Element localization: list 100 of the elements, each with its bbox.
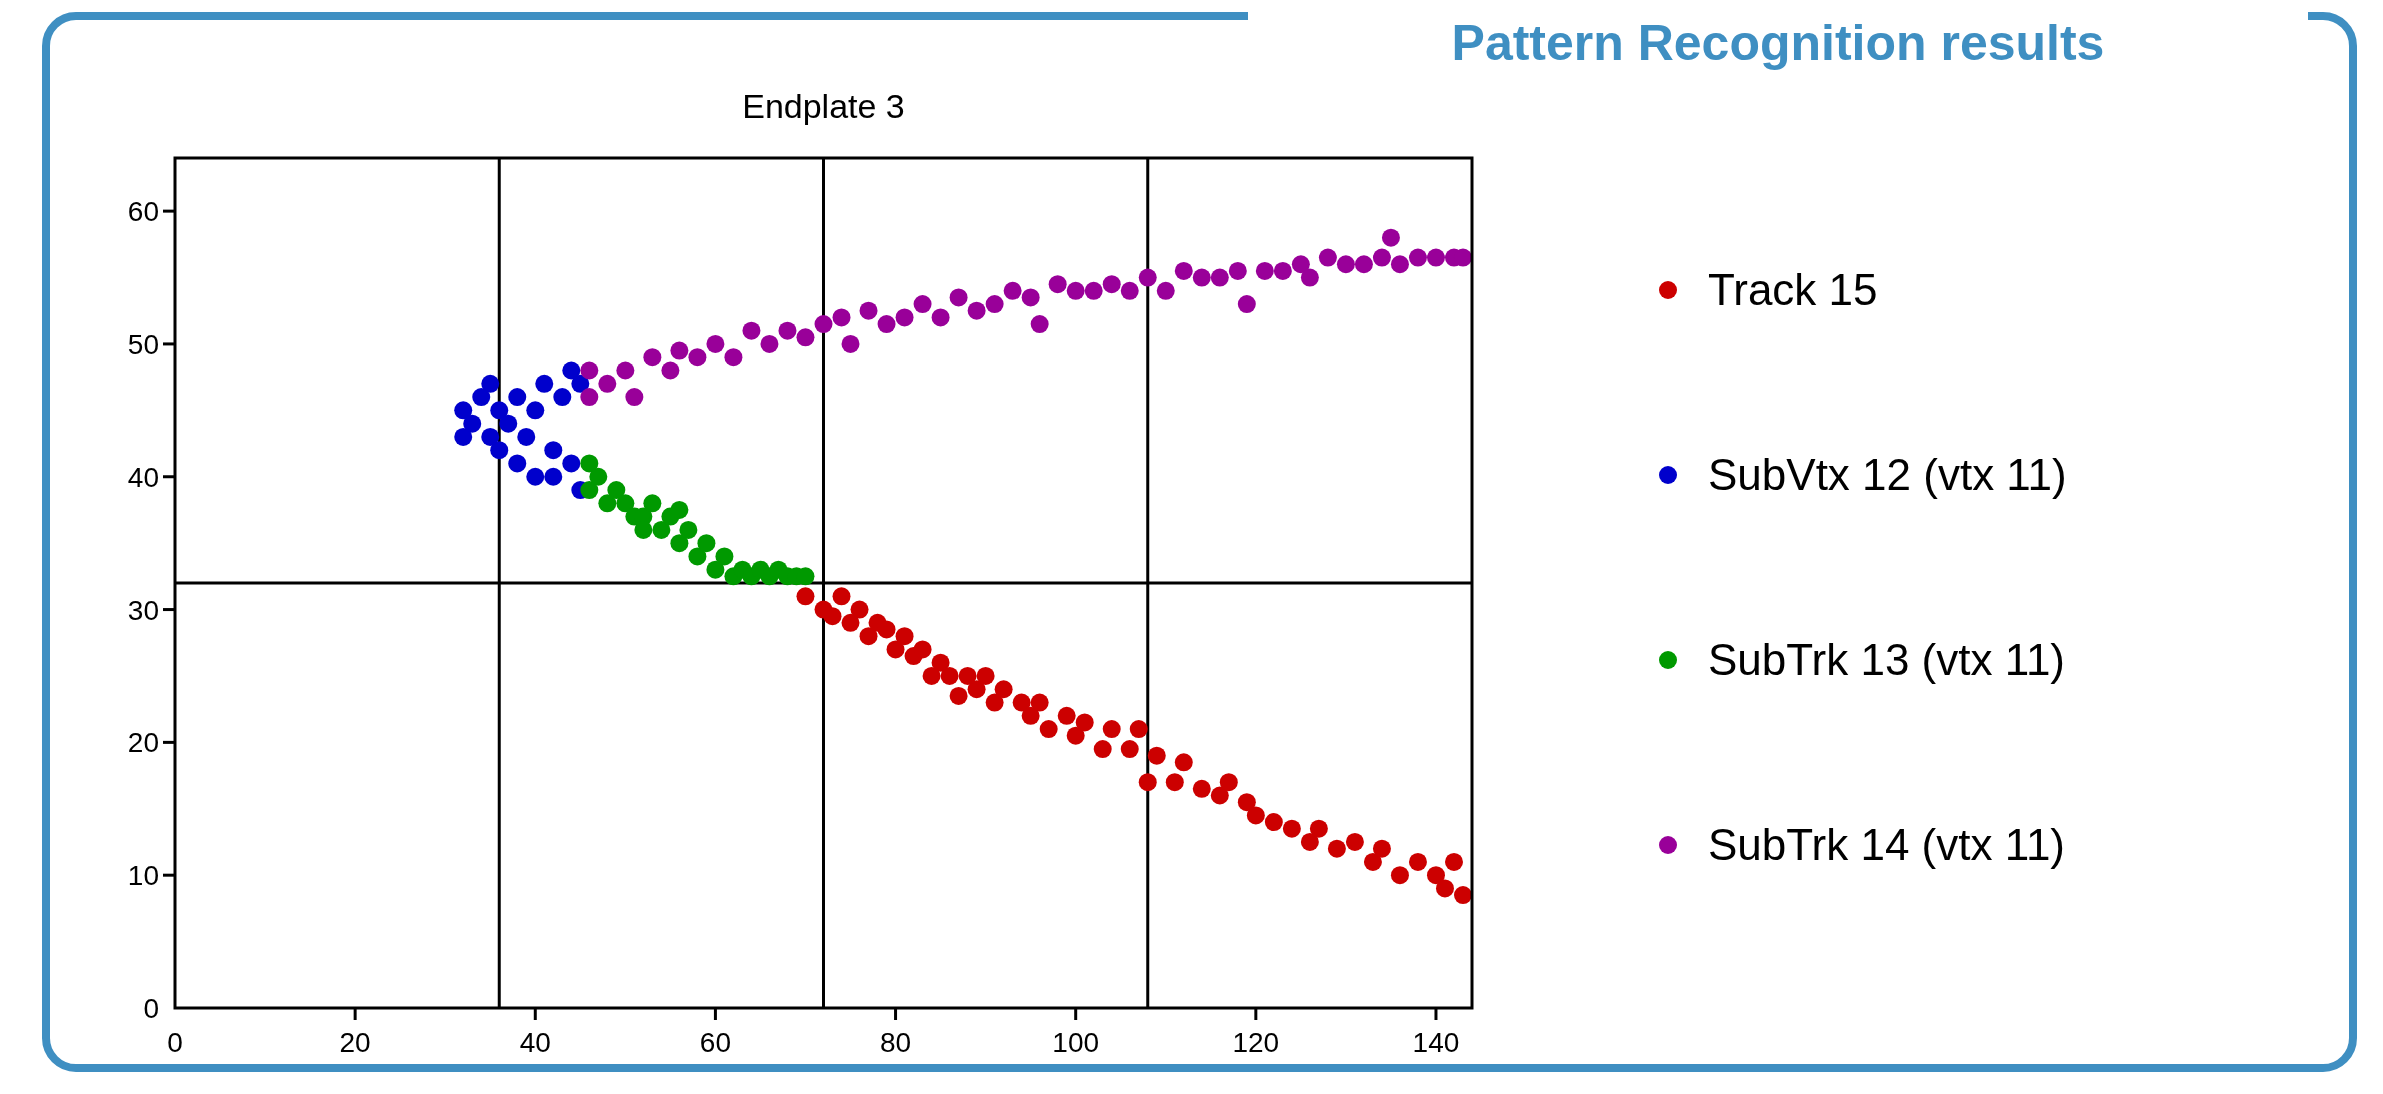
legend-label: SubVtx 12 (vtx 11): [1708, 450, 2067, 499]
point: [1390, 866, 1409, 885]
legend-label: SubTrk 14 (vtx 11): [1708, 820, 2066, 869]
point: [1354, 255, 1373, 274]
point: [580, 361, 599, 380]
point: [1408, 852, 1427, 871]
point: [967, 301, 986, 320]
point: [1372, 248, 1391, 267]
point: [1300, 268, 1319, 287]
point: [841, 613, 860, 632]
point: [1255, 261, 1274, 280]
point: [508, 454, 527, 473]
point: [931, 653, 950, 672]
point: [958, 666, 977, 685]
y-tick-label: 30: [127, 594, 159, 626]
legend-label: SubTrk 13 (vtx 11): [1708, 635, 2066, 684]
point: [481, 374, 500, 393]
point: [1030, 315, 1049, 334]
x-tick-label: 80: [879, 1027, 912, 1058]
y-tick-label: 20: [127, 727, 159, 759]
point: [715, 547, 734, 566]
point: [697, 534, 716, 553]
point: [670, 341, 689, 360]
point: [661, 361, 680, 380]
point: [688, 547, 707, 566]
point: [967, 680, 986, 699]
y-tick-label: 50: [127, 328, 159, 360]
point: [976, 666, 995, 685]
point: [1048, 275, 1067, 294]
point: [1246, 806, 1265, 825]
point: [1282, 819, 1301, 838]
point: [472, 388, 491, 407]
point: [724, 348, 743, 367]
point: [778, 321, 797, 340]
y-tick-label: 10: [127, 860, 159, 892]
point: [1426, 866, 1445, 885]
x-tick-label: 140: [1412, 1027, 1460, 1058]
y-tick-label: 60: [127, 196, 159, 228]
point: [1174, 261, 1193, 280]
point: [922, 666, 941, 685]
point: [1039, 720, 1058, 739]
point: [454, 427, 473, 446]
point: [877, 620, 896, 639]
point: [1426, 248, 1445, 267]
point: [1444, 852, 1463, 871]
point: [607, 481, 626, 500]
point: [490, 441, 509, 460]
point: [625, 388, 644, 407]
point: [760, 334, 779, 353]
x-tick-label: 100: [1052, 1027, 1100, 1058]
point: [517, 427, 536, 446]
point: [1084, 281, 1103, 300]
legend-label: Track 15: [1708, 265, 1878, 314]
point: [1057, 706, 1076, 725]
point: [1237, 295, 1256, 314]
point: [562, 454, 581, 473]
point: [1102, 720, 1121, 739]
point: [994, 680, 1013, 699]
point: [1030, 693, 1049, 712]
point: [931, 308, 950, 327]
point: [580, 481, 599, 500]
point: [1147, 746, 1166, 765]
point: [679, 520, 698, 539]
point: [1012, 693, 1031, 712]
point: [913, 295, 932, 314]
point: [643, 494, 662, 513]
point: [616, 361, 635, 380]
point: [1129, 720, 1148, 739]
point: [1372, 839, 1391, 858]
point: [940, 666, 959, 685]
point: [985, 693, 1004, 712]
x-tick-label: 20: [339, 1027, 371, 1058]
point: [859, 627, 878, 646]
point: [499, 414, 518, 433]
point: [895, 627, 914, 646]
point: [1210, 786, 1229, 805]
x-tick-label: 120: [1232, 1027, 1280, 1058]
point: [1291, 255, 1310, 274]
point: [796, 587, 815, 606]
point: [1327, 839, 1346, 858]
point: [553, 388, 572, 407]
point: [1309, 819, 1328, 838]
point: [508, 388, 527, 407]
point: [1138, 268, 1157, 287]
point: [670, 500, 689, 519]
point: [1210, 268, 1229, 287]
point: [877, 315, 896, 334]
point: [670, 534, 689, 553]
point: [526, 467, 545, 486]
point: [895, 308, 914, 327]
point: [1174, 753, 1193, 772]
point: [598, 494, 617, 513]
point: [1192, 268, 1211, 287]
point: [1003, 281, 1022, 300]
point: [859, 301, 878, 320]
point: [1066, 281, 1085, 300]
point: [1021, 706, 1040, 725]
point: [1075, 713, 1094, 732]
y-tick-label: 40: [127, 461, 159, 493]
point: [823, 607, 842, 626]
